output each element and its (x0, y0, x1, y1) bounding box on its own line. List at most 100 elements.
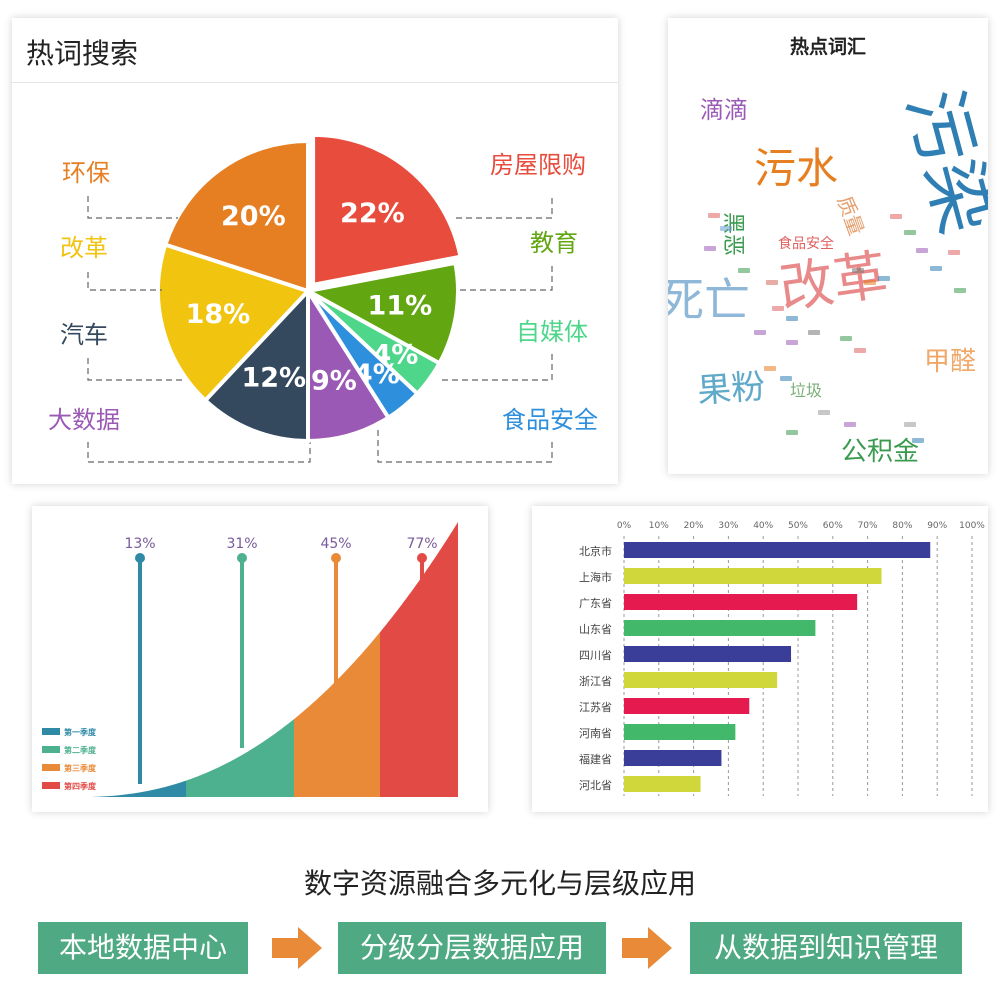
pie-slice-percent: 9% (311, 365, 357, 396)
legend-label: 第二季度 (64, 745, 97, 755)
hot-words-card: 热点词汇 污染 污水 滴滴 改革 死亡 果粉 甲醛 公积金 黑恶 质量 食品安全 垃圾 (668, 18, 988, 474)
legend-swatch (42, 782, 60, 789)
category-label: 四川省 (579, 649, 612, 662)
step-data-to-knowledge: 从数据到知识管理 (690, 922, 962, 974)
category-label: 福建省 (579, 752, 612, 766)
word-cloud-minor-term (904, 230, 916, 235)
bar (624, 620, 816, 636)
word-cloud-word: 甲醛 (924, 347, 976, 377)
category-label: 北京市 (579, 544, 612, 558)
title-divider (12, 82, 618, 83)
pie-leader-line (87, 358, 188, 381)
bar (624, 724, 736, 740)
x-tick-label: 90% (927, 521, 947, 531)
province-bar-chart: 0% 10% 20% 30% 40% 50% 60% 70% 80% 90% 100% 北京市上海市广… (579, 521, 985, 796)
word-cloud-minor-term (786, 430, 798, 435)
bar (624, 750, 722, 766)
word-cloud-minor-term (852, 268, 864, 273)
bar (624, 698, 750, 714)
word-cloud-minor-term (954, 288, 966, 293)
pie-slice (156, 242, 312, 404)
x-tick-label: 30% (718, 521, 738, 531)
area-pin-head (237, 553, 247, 563)
area-pin-value: 77% (406, 536, 437, 552)
pie-slice (302, 260, 460, 366)
quarterly-growth-card: 13% 31% 45% 77% 第一季度 第二季度 第三季度 第四季度 (32, 506, 488, 812)
wordcloud-title: 热点词汇 (789, 36, 866, 58)
word-cloud-word: 污染 (891, 81, 988, 242)
footer-title: 数字资源融合多元化与层级应用 (303, 867, 696, 900)
step-local-data-center: 本地数据中心 (38, 922, 248, 974)
pie-slice-percent: 20% (221, 201, 286, 232)
pie-slice-label: 改革 (60, 234, 108, 262)
pie-slice (311, 132, 463, 288)
word-cloud-word: 公积金 (841, 437, 919, 467)
legend-swatch (42, 764, 60, 771)
area-pin-value: 45% (320, 536, 351, 552)
word-cloud-word: 垃圾 (790, 381, 822, 400)
area-pin-value: 13% (124, 536, 155, 552)
pie-leader-line (456, 266, 553, 291)
pie-slice (162, 138, 310, 294)
word-cloud-word: 食品安全 (778, 235, 834, 252)
word-cloud-word: 果粉 (696, 367, 767, 412)
area-pin-head (331, 553, 341, 563)
word-cloud-minor-term (786, 340, 798, 345)
pie-leader-line (377, 430, 553, 463)
word-cloud-word: 污水 (754, 144, 838, 193)
x-tick-label: 60% (823, 521, 843, 531)
category-label: 上海市 (579, 570, 612, 584)
bar (624, 646, 792, 662)
pie-leader-line (87, 196, 178, 219)
word-cloud-minor-term (764, 366, 776, 371)
x-tick-label: 100% (959, 521, 985, 531)
x-tick-label: 50% (788, 521, 808, 531)
hot-search-card: 热词搜索 22% 房屋限购 11% 教育 4% 自媒体 4% 食品安全 9% 大数据 12% 汽车 18… (12, 18, 618, 484)
pie-slice-percent: 11% (368, 291, 433, 322)
area-segment (186, 719, 294, 797)
arrow-right-icon (622, 927, 672, 969)
legend-label: 第一季度 (64, 727, 97, 737)
bar (624, 568, 882, 584)
word-cloud-minor-term (904, 422, 916, 427)
word-cloud-word: 质量 (832, 193, 868, 239)
area-segment (90, 780, 186, 797)
x-tick-label: 10% (649, 521, 669, 531)
x-tick-label: 70% (858, 521, 878, 531)
pie-slice-label: 汽车 (60, 321, 108, 349)
word-cloud-minor-term (772, 306, 784, 311)
category-label: 江苏省 (579, 701, 612, 714)
step-tiered-data-application: 分级分层数据应用 (338, 922, 606, 974)
bar (624, 542, 931, 558)
pie-leader-line (87, 272, 162, 291)
word-cloud-minor-term (786, 316, 798, 321)
area-pin-value: 31% (226, 536, 257, 552)
pie-slice-label: 自媒体 (516, 318, 588, 346)
x-tick-label: 40% (753, 521, 773, 531)
word-cloud-minor-term (808, 330, 820, 335)
bar (624, 776, 701, 792)
pie-slice-label: 环保 (62, 159, 110, 187)
area-segment (380, 522, 458, 797)
pie-slice-label: 食品安全 (502, 406, 598, 434)
pie-slice-percent: 12% (241, 362, 306, 393)
word-cloud-minor-term (912, 438, 924, 443)
word-cloud-minor-term (864, 280, 876, 285)
category-label: 浙江省 (579, 675, 612, 688)
pie-slice-label: 教育 (530, 229, 578, 257)
pie-slice (202, 285, 310, 444)
category-label: 广东省 (579, 597, 612, 610)
word-cloud-minor-term (754, 330, 766, 335)
pie-leader-line (452, 198, 553, 219)
word-cloud-minor-term (738, 268, 750, 273)
word-cloud-word: 黑恶 (720, 212, 745, 256)
word-cloud-minor-term (720, 226, 732, 231)
x-tick-label: 20% (684, 521, 704, 531)
legend-swatch (42, 728, 60, 735)
bar (624, 594, 858, 610)
area-segment (294, 632, 380, 797)
word-cloud-minor-term (818, 410, 830, 415)
word-cloud-minor-term (930, 266, 942, 271)
